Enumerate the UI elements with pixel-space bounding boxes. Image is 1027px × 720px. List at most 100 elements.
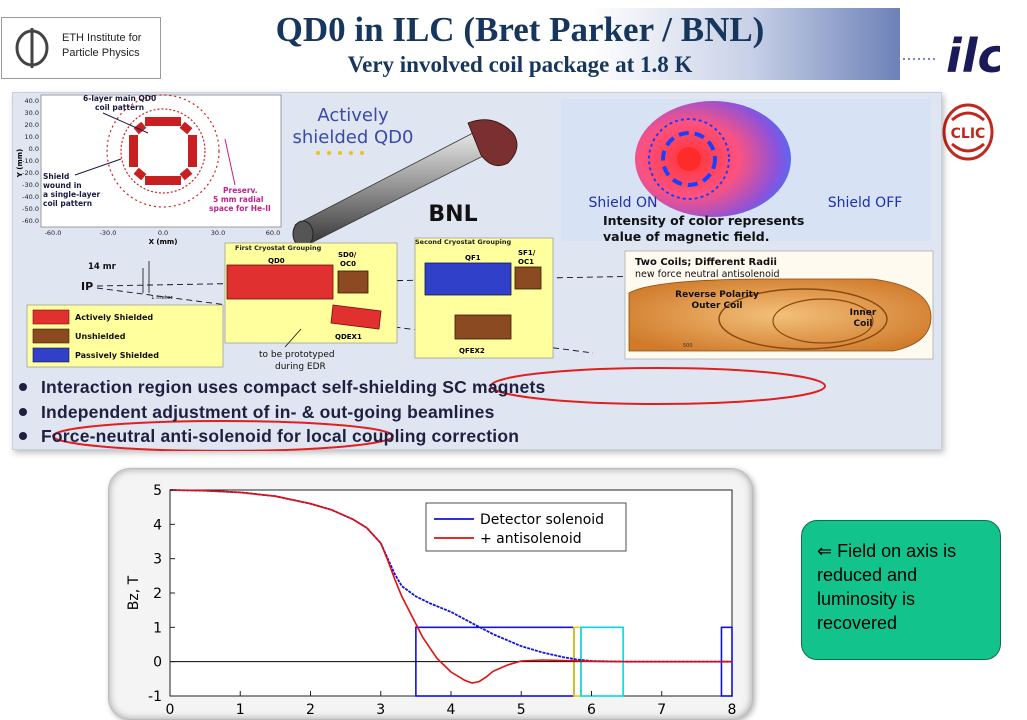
oc1-label: OC1 [518,258,534,266]
x-tick-label: 6 [587,702,596,718]
eth-logo: ETH Institute for Particle Physics [1,17,161,79]
pointer-arrow [224,138,236,186]
preserv-note: 5 mm radial [213,195,263,204]
inner-coil-label: Coil [854,319,873,329]
prototype-note: to be prototyped [259,350,335,360]
callout-box: ⇐ Field on axis is reduced and luminosit… [801,520,1001,660]
coil-ytick: -10.0 [22,157,39,165]
coil-plot-title-2: coil pattern [95,103,144,112]
x-tick-label: 3 [376,702,385,718]
field-caption-line1: Intensity of color represents [603,213,804,228]
scale-label: 1 meter [151,295,174,301]
qdex1-magnet [330,304,382,330]
coil-ytick: -50.0 [22,205,39,213]
x-tick-label: 4 [447,702,456,718]
qf1-label: QF1 [465,254,481,262]
coil-plot-ylabel: Y (mm) [16,149,24,179]
coil-pattern-plot: 40.0 30.0 20.0 10.0 0.0 -10.0 -20.0 -30.… [16,94,282,246]
field-caption-line2: value of magnetic field. [603,229,770,244]
phi-logo-icon [15,28,49,68]
x-tick-label: 7 [657,702,666,718]
ilc-logo: ilc [946,29,1000,83]
figure-graphics: 40.0 30.0 20.0 10.0 0.0 -10.0 -20.0 -30.… [16,94,934,451]
highlight-ellipse-anti-solenoid [52,420,394,451]
dotted-separator [898,58,938,60]
coil-xtick: -60.0 [45,229,62,237]
y-tick-label: -1 [148,689,162,705]
shield-note: a single-layer [43,190,101,199]
coil-xtick: 0.0 [158,229,168,237]
y-tick-label: 3 [153,552,162,568]
coil-ytick: -40.0 [22,193,39,201]
field-map-panel: Shield ON Shield OFF Intensity of color … [561,99,931,244]
legend-unshielded: Unshielded [75,332,126,341]
coil-ytick: -30.0 [22,181,39,189]
qdex1-label: QDEX1 [335,333,362,341]
pointer-arrow [284,328,302,348]
prototype-note: during EDR [275,362,326,372]
outer-coil-ring [120,108,206,194]
legend-passively-shielded: Passively Shielded [75,351,159,360]
coil-plot-title: 6-layer main QD0 [83,94,156,103]
inner-coil-label: Inner [850,308,877,318]
bnl-label: BNL [428,202,477,227]
coil-ytick: 20.0 [25,121,39,129]
y-tick-label: 2 [153,586,162,602]
plot-series [169,489,732,684]
main-coil-blocks [129,117,197,185]
eth-logo-text: ETH Institute for Particle Physics [62,31,141,61]
antisolenoid-title: Two Coils; Different Radii [635,257,777,268]
ilc-logo-text: ilc [946,29,1000,83]
magnet-label-line1: Actively [317,105,389,126]
bullet-anti-solenoid: Force-neutral anti-solenoid for local co… [18,426,520,446]
x-tick-label: 5 [517,702,526,718]
legend-detector-solenoid: Detector solenoid [480,512,604,528]
ip-label: IP [81,280,93,293]
shield-note: coil pattern [43,199,92,208]
preserv-note: space for He-II [209,204,271,213]
antisolenoid-image [628,278,932,352]
coil-ytick: 40.0 [25,97,39,105]
clic-logo: CLIC [942,103,994,161]
qf1-magnet [424,262,512,296]
x-tick-label: 8 [728,702,737,718]
y-tick-label: 5 [153,483,162,499]
y-tick-label: 4 [153,517,162,533]
pointer-arrow [102,112,149,134]
coil-ytick: -20.0 [22,169,39,177]
sd0-label: SD0/ [338,251,357,259]
magnet-label-line2: shielded QD0 [293,127,414,148]
sf1-label: SF1/ [518,249,536,257]
plot-ylabel: Bz, T [126,575,142,610]
sd0-oc0-magnet [337,270,369,294]
ilc-qd0-figure: 40.0 30.0 20.0 10.0 0.0 -10.0 -20.0 -30.… [12,92,942,451]
shield-coil-ring [106,94,220,208]
coil-plot-xlabel: X (mm) [149,238,178,246]
qd0-magnet [226,264,334,300]
preserv-note: Preserv. [223,186,258,195]
shield-off-label: Shield OFF [828,195,903,211]
coil-xtick: 60.0 [266,229,280,237]
y-tick-label: 0 [153,655,162,671]
first-group-title: First Cryostat Grouping [235,244,322,252]
x-tick-label: 2 [306,702,315,718]
magnet-legend: Actively Shielded Unshielded Passively S… [26,304,224,368]
sf1-oc1-magnet [514,266,542,290]
x-tick-label: 0 [166,702,175,718]
coil-plot-ticks-x: -60.0 -30.0 0.0 30.0 60.0 [45,229,281,237]
bullet-interaction-region: Interaction region uses compact self-shi… [18,377,546,397]
slide-title: QD0 in ILC (Bret Parker / BNL) [275,10,765,49]
second-group-title: Second Cryostat Grouping [415,238,512,246]
antisolenoid-panel: Two Coils; Different Radii new force neu… [624,250,934,360]
callout-text: ⇐ Field on axis is reduced and luminosit… [817,541,957,633]
qfex2-label: QFEX2 [459,347,485,355]
header-gradient-band [160,8,900,80]
crossing-angle-label: 14 mr [88,262,117,272]
coil-plot-ticks-y: 40.0 30.0 20.0 10.0 0.0 -10.0 -20.0 -30.… [22,97,39,225]
legend-actively-shielded: Actively Shielded [75,313,153,322]
second-cryostat-panel [414,237,554,359]
legend-antisolenoid: + antisolenoid [480,531,582,547]
clic-logo-text: CLIC [951,126,986,142]
